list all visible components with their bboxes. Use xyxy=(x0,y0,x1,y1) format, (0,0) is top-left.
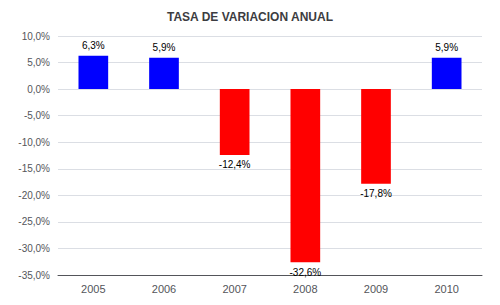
svg-text:-15,0%: -15,0% xyxy=(18,163,50,174)
svg-text:-20,0%: -20,0% xyxy=(18,190,50,201)
svg-text:-32,6%: -32,6% xyxy=(289,267,321,278)
svg-text:-25,0%: -25,0% xyxy=(18,216,50,227)
svg-text:-35,0%: -35,0% xyxy=(18,270,50,281)
svg-text:2005: 2005 xyxy=(81,283,105,295)
svg-text:-5,0%: -5,0% xyxy=(24,110,50,121)
svg-text:6,3%: 6,3% xyxy=(82,40,105,51)
svg-text:2006: 2006 xyxy=(152,283,176,295)
svg-text:5,9%: 5,9% xyxy=(153,42,176,53)
svg-text:-17,8%: -17,8% xyxy=(360,188,392,199)
svg-text:TASA DE VARIACION ANUAL: TASA DE VARIACION ANUAL xyxy=(167,10,333,24)
svg-text:-30,0%: -30,0% xyxy=(18,243,50,254)
svg-text:5,9%: 5,9% xyxy=(435,42,458,53)
svg-text:-10,0%: -10,0% xyxy=(18,137,50,148)
svg-text:5,0%: 5,0% xyxy=(27,57,50,68)
svg-text:2008: 2008 xyxy=(293,283,317,295)
svg-text:2009: 2009 xyxy=(364,283,388,295)
svg-text:-12,4%: -12,4% xyxy=(219,159,251,170)
svg-text:0,0%: 0,0% xyxy=(27,84,50,95)
svg-text:2007: 2007 xyxy=(222,283,246,295)
svg-text:2010: 2010 xyxy=(434,283,458,295)
svg-text:10,0%: 10,0% xyxy=(22,31,50,42)
